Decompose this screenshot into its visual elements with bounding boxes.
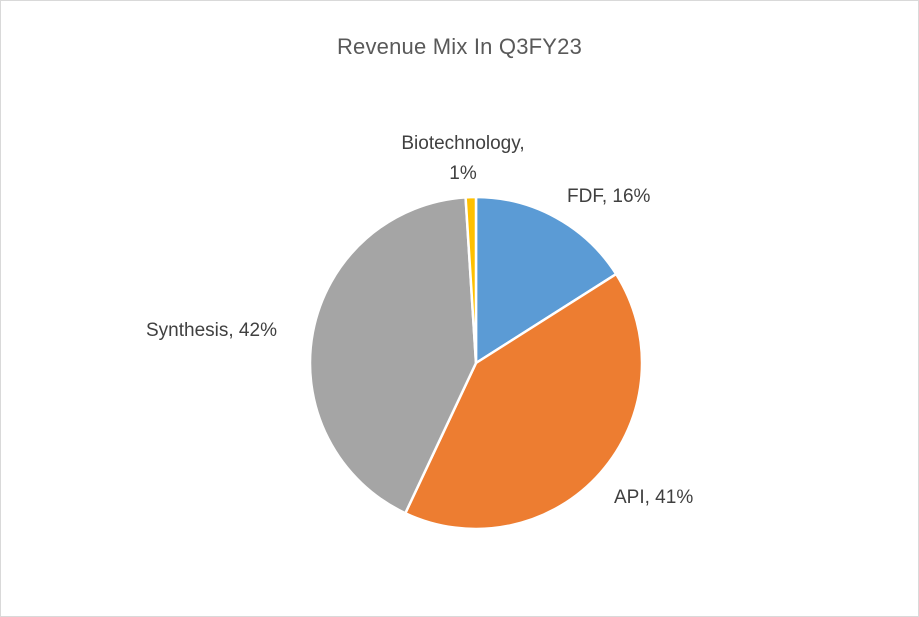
chart-title: Revenue Mix In Q3FY23 (336, 34, 583, 59)
pie-slice-synthesis (308, 196, 478, 515)
pie-slice-api (404, 272, 644, 531)
pie-slice-fdf (474, 195, 618, 365)
pie-slice-biotechnology (464, 195, 478, 365)
label-biotechnology-line2: 1% (449, 163, 477, 184)
label-api: API, 41% (614, 487, 693, 508)
label-biotechnology-line1: Biotechnology, (401, 133, 524, 154)
label-fdf: FDF, 16% (567, 186, 651, 207)
pie-labels: FDF, 16% API, 41% Synthesis, 42% Biotech… (146, 133, 693, 508)
label-synthesis: Synthesis, 42% (146, 320, 277, 341)
pie-slices (308, 195, 644, 531)
